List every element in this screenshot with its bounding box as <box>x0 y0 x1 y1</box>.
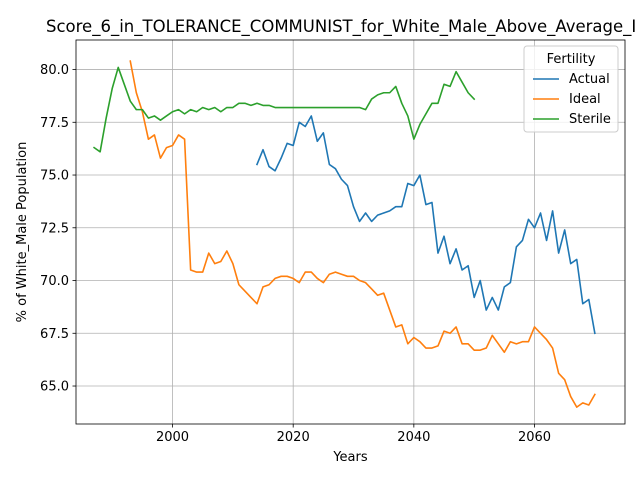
y-tick-label: 80.0 <box>40 63 69 78</box>
series-line-actual <box>255 115 596 335</box>
legend: Fertility Actual Ideal Sterile <box>523 45 619 133</box>
series-layer <box>92 60 596 408</box>
x-tick-label: 2020 <box>277 430 310 445</box>
x-axis-ticks: 2000 2020 2040 2060 <box>156 424 551 445</box>
legend-label-sterile: Sterile <box>569 112 611 127</box>
y-tick-label: 72.5 <box>40 221 69 236</box>
y-tick-label: 70.0 <box>40 274 69 289</box>
y-tick-label: 65.0 <box>40 380 69 395</box>
legend-items: Actual Ideal Sterile <box>533 72 611 127</box>
chart-title: Score_6_in_TOLERANCE_COMMUNIST_for_White… <box>46 17 636 37</box>
legend-label-actual: Actual <box>569 72 610 87</box>
x-axis-title: Years <box>332 450 368 465</box>
x-tick-label: 2040 <box>397 430 430 445</box>
legend-box <box>523 45 619 133</box>
y-tick-label: 67.5 <box>40 327 69 342</box>
series-line-sterile <box>92 66 476 153</box>
legend-title: Fertility <box>547 52 596 67</box>
legend-label-ideal: Ideal <box>569 92 601 107</box>
y-axis-title: % of White_Male Population <box>15 142 30 323</box>
y-axis-ticks: 65.0 67.5 70.0 72.5 75.0 77.5 80.0 <box>40 63 76 395</box>
x-tick-label: 2060 <box>518 430 551 445</box>
y-tick-label: 77.5 <box>40 116 69 131</box>
axes-frame <box>75 39 626 425</box>
x-tick-label: 2000 <box>156 430 189 445</box>
series-line-ideal <box>129 60 596 408</box>
y-tick-label: 75.0 <box>40 169 69 184</box>
